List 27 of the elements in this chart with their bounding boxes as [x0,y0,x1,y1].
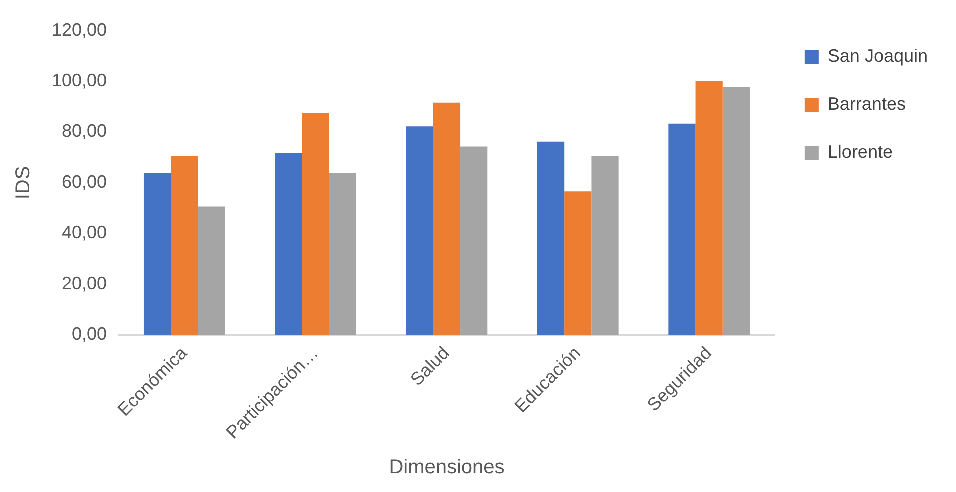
legend-label: Llorente [828,142,893,162]
bar [329,173,356,336]
bar [668,124,696,336]
bar [564,192,592,336]
y-tick-label: 40,00 [62,222,108,243]
bar [171,156,198,336]
bar [460,146,488,336]
y-tick-label: 80,00 [62,121,108,142]
bar [198,206,226,336]
y-tick-label: 60,00 [62,172,108,192]
bar [696,82,723,336]
y-axis-title: IDS [12,166,35,200]
y-tick-label: 20,00 [62,273,108,294]
legend-label: Barrantes [828,94,906,114]
y-tick-label: 0,00 [72,324,108,344]
bar [275,153,302,336]
bar [406,126,434,336]
x-axis-title: Dimensiones [389,456,505,479]
y-tick-label: 100,00 [52,70,108,90]
bar [302,113,330,336]
bar [537,142,565,336]
legend-label: San Joaquin [828,46,928,66]
bar [144,173,172,336]
y-tick-label: 120,00 [52,20,108,40]
bar [722,87,750,336]
bar [592,156,619,336]
bar [433,102,461,336]
